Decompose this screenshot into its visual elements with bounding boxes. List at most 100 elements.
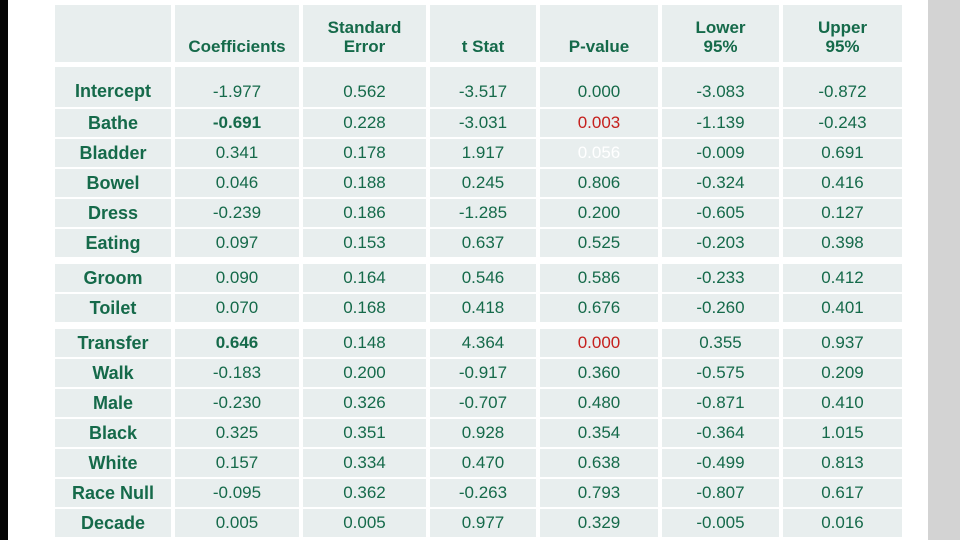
table-header-row: Coefficients Standard Error t Stat P-value L… xyxy=(55,5,902,62)
value-cell: -3.083 xyxy=(662,67,779,107)
row-label: Toilet xyxy=(55,294,171,322)
table-row: Race Null -0.095 0.362 -0.263 0.793 -0.807 0.6… xyxy=(55,479,902,507)
value-cell: 0.003 xyxy=(540,109,658,137)
value-cell: -1.139 xyxy=(662,109,779,137)
value-cell: 0.937 xyxy=(783,329,902,357)
value-cell: 0.000 xyxy=(540,329,658,357)
value-cell: 0.341 xyxy=(175,139,299,167)
value-cell: 0.412 xyxy=(783,264,902,292)
value-cell: 0.354 xyxy=(540,419,658,447)
table-row: Intercept -1.977 0.562 -3.517 0.000 -3.083 -0.… xyxy=(55,67,902,107)
row-label: Walk xyxy=(55,359,171,387)
value-cell: 0.016 xyxy=(783,509,902,537)
value-cell: -0.691 xyxy=(175,109,299,137)
value-cell: 0.200 xyxy=(303,359,426,387)
value-cell: 0.410 xyxy=(783,389,902,417)
row-label: Black xyxy=(55,419,171,447)
table-row: Bladder 0.341 0.178 1.917 0.056 -0.009 0.691 xyxy=(55,139,902,167)
header-cell: Standard Error xyxy=(303,5,426,62)
table-row: Transfer 0.646 0.148 4.364 0.000 0.355 0.937 xyxy=(55,329,902,357)
table-row: Walk -0.183 0.200 -0.917 0.360 -0.575 0.209 xyxy=(55,359,902,387)
table-row: Decade 0.005 0.005 0.977 0.329 -0.005 0.016 xyxy=(55,509,902,537)
value-cell: -0.364 xyxy=(662,419,779,447)
header-cell xyxy=(55,5,171,62)
right-edge-bar xyxy=(928,0,960,540)
value-cell: 0.813 xyxy=(783,449,902,477)
value-cell: 0.334 xyxy=(303,449,426,477)
value-cell: -0.499 xyxy=(662,449,779,477)
value-cell: -0.871 xyxy=(662,389,779,417)
table-row: Bathe -0.691 0.228 -3.031 0.003 -1.139 -0.243 xyxy=(55,109,902,137)
row-label: Transfer xyxy=(55,329,171,357)
value-cell: -0.707 xyxy=(430,389,536,417)
value-cell: 0.676 xyxy=(540,294,658,322)
value-cell: 0.617 xyxy=(783,479,902,507)
table-row: Groom 0.090 0.164 0.546 0.586 -0.233 0.412 xyxy=(55,264,902,292)
table-row: Bowel 0.046 0.188 0.245 0.806 -0.324 0.416 xyxy=(55,169,902,197)
value-cell: 1.917 xyxy=(430,139,536,167)
row-label: Male xyxy=(55,389,171,417)
value-cell: 0.355 xyxy=(662,329,779,357)
value-cell: 4.364 xyxy=(430,329,536,357)
value-cell: -0.917 xyxy=(430,359,536,387)
value-cell: 0.480 xyxy=(540,389,658,417)
table-row: Toilet 0.070 0.168 0.418 0.676 -0.260 0.401 xyxy=(55,294,902,322)
header-cell: Coefficients xyxy=(175,5,299,62)
row-label: Bowel xyxy=(55,169,171,197)
table-row: Dress -0.239 0.186 -1.285 0.200 -0.605 0.127 xyxy=(55,199,902,227)
value-cell: 0.977 xyxy=(430,509,536,537)
value-cell: 0.398 xyxy=(783,229,902,257)
value-cell: -3.517 xyxy=(430,67,536,107)
table-row: Male -0.230 0.326 -0.707 0.480 -0.871 0.410 xyxy=(55,389,902,417)
value-cell: 0.470 xyxy=(430,449,536,477)
value-cell: 0.325 xyxy=(175,419,299,447)
value-cell: 0.546 xyxy=(430,264,536,292)
value-cell: 0.416 xyxy=(783,169,902,197)
table-row: White 0.157 0.334 0.470 0.638 -0.499 0.813 xyxy=(55,449,902,477)
value-cell: 0.245 xyxy=(430,169,536,197)
value-cell: 0.362 xyxy=(303,479,426,507)
value-cell: 0.401 xyxy=(783,294,902,322)
value-cell: 0.168 xyxy=(303,294,426,322)
row-label: Groom xyxy=(55,264,171,292)
value-cell: 0.646 xyxy=(175,329,299,357)
row-label: Dress xyxy=(55,199,171,227)
value-cell: 0.228 xyxy=(303,109,426,137)
row-label: Eating xyxy=(55,229,171,257)
value-cell: 0.005 xyxy=(175,509,299,537)
value-cell: 0.329 xyxy=(540,509,658,537)
value-cell: 0.097 xyxy=(175,229,299,257)
value-cell: 0.209 xyxy=(783,359,902,387)
value-cell: -0.230 xyxy=(175,389,299,417)
row-label: Decade xyxy=(55,509,171,537)
value-cell: 0.793 xyxy=(540,479,658,507)
value-cell: 0.046 xyxy=(175,169,299,197)
value-cell: 0.326 xyxy=(303,389,426,417)
value-cell: 0.127 xyxy=(783,199,902,227)
value-cell: 0.360 xyxy=(540,359,658,387)
value-cell: -0.575 xyxy=(662,359,779,387)
value-cell: 0.586 xyxy=(540,264,658,292)
value-cell: 0.148 xyxy=(303,329,426,357)
value-cell: 1.015 xyxy=(783,419,902,447)
left-edge-bar xyxy=(0,0,8,540)
value-cell: -1.977 xyxy=(175,67,299,107)
value-cell: 0.070 xyxy=(175,294,299,322)
value-cell: 0.056 xyxy=(540,139,658,167)
value-cell: 0.806 xyxy=(540,169,658,197)
value-cell: -3.031 xyxy=(430,109,536,137)
value-cell: 0.691 xyxy=(783,139,902,167)
value-cell: -0.233 xyxy=(662,264,779,292)
value-cell: 0.153 xyxy=(303,229,426,257)
value-cell: 0.164 xyxy=(303,264,426,292)
value-cell: -0.263 xyxy=(430,479,536,507)
stats-table: Coefficients Standard Error t Stat P-value L… xyxy=(55,5,902,537)
row-label: White xyxy=(55,449,171,477)
value-cell: 0.928 xyxy=(430,419,536,447)
value-cell: -0.605 xyxy=(662,199,779,227)
value-cell: 0.637 xyxy=(430,229,536,257)
value-cell: 0.562 xyxy=(303,67,426,107)
header-cell: Lower 95% xyxy=(662,5,779,62)
value-cell: 0.525 xyxy=(540,229,658,257)
